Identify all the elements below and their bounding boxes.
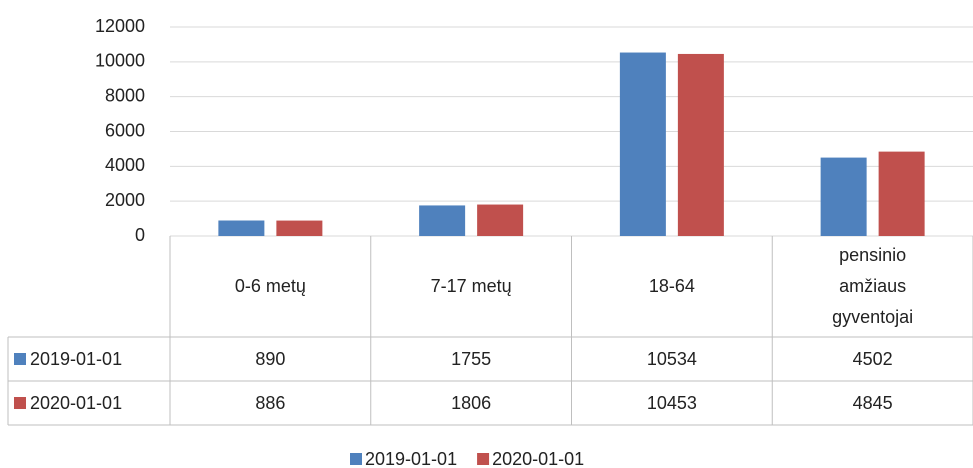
category-label: 7-17 metų	[371, 236, 572, 337]
table-value: 4502	[853, 349, 893, 369]
y-tick-label: 12000	[95, 16, 145, 36]
table-value: 10453	[647, 393, 697, 413]
y-tick-label: 6000	[105, 120, 145, 140]
table-series-label: 2019-01-01	[30, 349, 122, 369]
bar	[878, 151, 925, 236]
bar	[820, 157, 867, 236]
category-label: 0-6 metų	[170, 236, 371, 337]
category-label: 18-64	[572, 236, 773, 337]
table-value: 886	[255, 393, 285, 413]
bar	[677, 53, 724, 236]
category-label-text: pensinio amžiaus gyventojai	[832, 245, 914, 327]
y-tick-label: 8000	[105, 85, 145, 105]
y-tick-label: 10000	[95, 51, 145, 71]
category-label: pensinio amžiaus gyventojai	[772, 236, 973, 337]
table-series-label: 2020-01-01	[30, 393, 122, 413]
category-label-text: 0-6 metų	[234, 276, 306, 296]
bar	[218, 220, 265, 236]
category-label-text: 18-64	[648, 276, 695, 296]
table-value: 890	[255, 349, 285, 369]
y-tick-label: 0	[135, 225, 145, 245]
category-label-text: 7-17 metų	[430, 276, 512, 296]
table-value: 1755	[451, 349, 491, 369]
bar	[276, 220, 323, 236]
legend-label: 2020-01-01	[492, 449, 584, 468]
y-tick-label: 4000	[105, 155, 145, 175]
bar	[477, 204, 524, 236]
bar	[419, 205, 466, 236]
table-value: 1806	[451, 393, 491, 413]
y-tick-label: 2000	[105, 190, 145, 210]
legend-label: 2019-01-01	[365, 449, 457, 468]
table-legend-swatch	[14, 397, 26, 409]
table-legend-swatch	[14, 353, 26, 365]
legend-swatch	[350, 453, 362, 465]
table-value: 4845	[853, 393, 893, 413]
bar	[619, 52, 666, 236]
legend-swatch	[477, 453, 490, 465]
table-value: 10534	[647, 349, 697, 369]
